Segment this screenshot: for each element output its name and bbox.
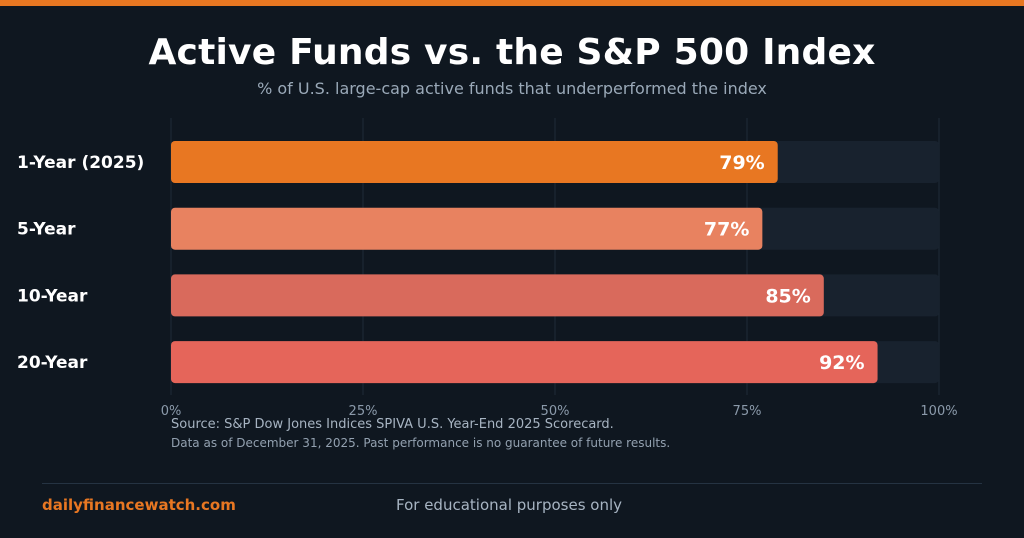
footer-divider <box>42 483 982 484</box>
source-note: Source: S&P Dow Jones Indices SPIVA U.S.… <box>171 417 614 432</box>
bar-0 <box>171 141 778 183</box>
chart-title: Active Funds vs. the S&P 500 Index <box>148 32 876 73</box>
bar-1 <box>171 207 763 250</box>
bar-chart: 1-Year (2025) 79% 5-Year 77% 10-Year 85% 20-Ye… <box>17 118 958 419</box>
x-tick-label-2: 50% <box>541 404 570 419</box>
data-label-1: 77% <box>704 219 749 241</box>
bar-2 <box>171 274 824 317</box>
x-tick-label-3: 75% <box>733 404 762 419</box>
footer-disclaimer: For educational purposes only <box>396 496 623 514</box>
data-label-3: 92% <box>819 352 864 374</box>
data-label-0: 79% <box>719 152 764 174</box>
top-accent-stripe <box>0 0 1024 6</box>
brand-link[interactable]: dailyfinancewatch.com <box>42 496 236 514</box>
bar-3 <box>171 341 878 384</box>
category-label-1: 5-Year <box>17 220 76 240</box>
category-label-0: 1-Year (2025) <box>17 153 144 173</box>
x-tick-label-4: 100% <box>920 404 957 419</box>
x-tick-label-0: 0% <box>161 404 182 419</box>
category-label-2: 10-Year <box>17 286 88 306</box>
data-label-2: 85% <box>765 285 810 307</box>
chart-subtitle: % of U.S. large-cap active funds that un… <box>257 79 767 98</box>
disclaimer-note: Data as of December 31, 2025. Past perfo… <box>171 436 671 450</box>
x-tick-label-1: 25% <box>349 404 378 419</box>
category-label-3: 20-Year <box>17 353 88 373</box>
